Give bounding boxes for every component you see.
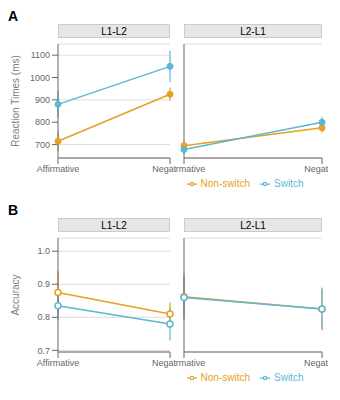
svg-text:Negating: Negating [152,358,176,368]
svg-text:900: 900 [35,95,50,105]
svg-text:Affirmative: Affirmative [37,164,79,174]
html-text:L2-L1: L2-L1 [240,26,266,37]
svg-text:Negative: Negative [152,164,176,174]
svg-text:Affirmative: Affirmative [176,164,205,174]
svg-text:Affirmative: Affirmative [37,358,79,368]
html-text:Switch: Switch [274,178,304,189]
html-text:L1-L2: L1-L2 [101,220,127,231]
svg-text:1100: 1100 [31,50,50,60]
svg-text:1.0: 1.0 [37,246,50,256]
svg-text:Accuracy: Accuracy [10,274,21,315]
html-text:Switch: Switch [274,372,304,383]
svg-text:Negative: Negative [304,164,328,174]
html-text:A: A [8,8,19,24]
svg-text:800: 800 [35,117,50,127]
svg-text:Affirmative: Affirmative [176,358,205,368]
html-text:L2-L1: L2-L1 [240,220,266,231]
svg-text:0.9: 0.9 [37,279,50,289]
svg-text:0.8: 0.8 [37,312,50,322]
svg-text:Reaction Times (ms): Reaction Times (ms) [10,55,21,147]
svg-text:1000: 1000 [30,73,50,83]
svg-text:0.7: 0.7 [37,346,50,356]
html-text:Non-switch: Non-switch [200,178,250,189]
svg-text:Negating: Negating [304,358,328,368]
html-text:Non-switch: Non-switch [200,372,250,383]
html-text:B: B [8,202,19,218]
html-text:L1-L2: L1-L2 [101,26,127,37]
svg-text:700: 700 [35,140,50,150]
